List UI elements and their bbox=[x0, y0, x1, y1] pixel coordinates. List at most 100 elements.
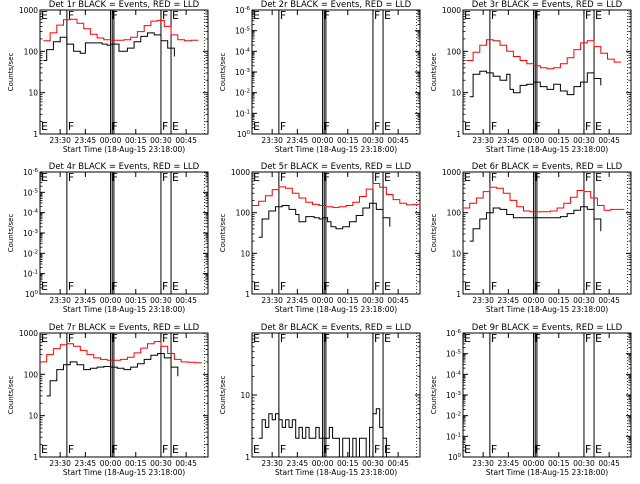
det9-xlabel: Start Time (18-Aug-15 23:18:00) bbox=[486, 468, 608, 477]
det3-marker-label-top: E bbox=[464, 9, 471, 22]
det1-marker-label-bottom: F bbox=[68, 120, 74, 133]
det6-xtick-label: 23:45 bbox=[498, 296, 520, 305]
det5-xtick-label: 00:45 bbox=[387, 296, 409, 305]
det9-ytick-label: 100 bbox=[448, 453, 462, 462]
det3-ytick-label: 1000 bbox=[442, 6, 461, 15]
det1-xtick-label: 23:45 bbox=[75, 136, 97, 145]
det2-marker-label-top: F bbox=[280, 9, 286, 22]
det6-frame bbox=[462, 171, 632, 295]
det1-frame bbox=[39, 9, 209, 135]
det2-marker-label-top: F bbox=[374, 9, 380, 22]
det5-series-events bbox=[258, 202, 391, 238]
det2-ytick-label: 10-6 bbox=[235, 6, 251, 15]
det5-marker-label-bottom: F bbox=[374, 280, 380, 293]
det8-marker-label-bottom: F bbox=[374, 443, 380, 456]
det5-ytick-label: 10 bbox=[240, 249, 250, 258]
det1-marker-label-bottom: F bbox=[162, 120, 168, 133]
det2-marker-label-bottom: F bbox=[374, 120, 380, 133]
det5-ylabel: Counts/sec bbox=[219, 214, 227, 253]
det8-marker-label-bottom: F bbox=[280, 443, 286, 456]
det3-marker-label-top: F bbox=[535, 9, 541, 22]
det5-ytick-label: 1 bbox=[245, 290, 250, 299]
det8-ytick-label: 1 bbox=[245, 453, 250, 462]
det8-xtick-label: 00:45 bbox=[387, 459, 409, 468]
det2-ytick-label: 10-2 bbox=[235, 89, 250, 98]
det1-xtick-label: 00:45 bbox=[175, 136, 197, 145]
det4-ytick-label: 10-2 bbox=[23, 249, 38, 258]
det1-xlabel: Start Time (18-Aug-15 23:18:00) bbox=[63, 145, 185, 154]
det4-xlabel: Start Time (18-Aug-15 23:18:00) bbox=[63, 305, 185, 314]
det8-xtick-label: 23:45 bbox=[287, 459, 309, 468]
det4-ytick-label: 10-3 bbox=[23, 229, 39, 238]
det8-ytick-label: 10 bbox=[240, 391, 250, 400]
det3-ytick-label: 10 bbox=[451, 89, 461, 98]
det8-marker-label-top: F bbox=[324, 332, 330, 345]
det5-marker-label-bottom: F bbox=[324, 280, 330, 293]
det4-title: Det 4r BLACK = Events, RED = LLD bbox=[49, 162, 200, 172]
det4-marker-label-top: E bbox=[172, 171, 179, 184]
det5-xtick-label: 23:45 bbox=[287, 296, 309, 305]
det9-marker-label-top: E bbox=[595, 332, 602, 345]
det3-xtick-label: 00:00 bbox=[523, 136, 545, 145]
det8-marker-label-bottom: E bbox=[253, 443, 260, 456]
det1-series-lld bbox=[43, 18, 199, 42]
det2-ytick-label: 10-1 bbox=[235, 109, 250, 118]
det9-marker-label-bottom: F bbox=[491, 443, 497, 456]
det9-marker-label-top: F bbox=[491, 332, 497, 345]
det6-title: Det 6r BLACK = Events, RED = LLD bbox=[472, 162, 623, 172]
det7-marker-label-top: F bbox=[162, 332, 168, 345]
det7-marker-label-top: E bbox=[172, 332, 179, 345]
det6-xtick-label: 00:45 bbox=[598, 296, 620, 305]
det7-marker-label-top: F bbox=[68, 332, 74, 345]
det9-xtick-label: 23:30 bbox=[472, 459, 494, 468]
det6-xlabel: Start Time (18-Aug-15 23:18:00) bbox=[486, 305, 608, 314]
det4-marker-label-top: F bbox=[68, 171, 74, 184]
det9-ytick-label: 10-2 bbox=[446, 412, 461, 421]
det2-marker-label-bottom: F bbox=[280, 120, 286, 133]
det6-ytick-label: 1 bbox=[456, 290, 461, 299]
det4-ytick-label: 10-1 bbox=[23, 270, 38, 279]
det1-marker-label-top: E bbox=[41, 9, 48, 22]
det1-marker-label-top: F bbox=[68, 9, 74, 22]
det9-marker-label-top: F bbox=[585, 332, 591, 345]
det3-xlabel: Start Time (18-Aug-15 23:18:00) bbox=[486, 145, 608, 154]
det9-ytick-label: 10-3 bbox=[446, 391, 462, 400]
det4-frame bbox=[39, 171, 209, 295]
det7-marker-label-bottom: F bbox=[112, 443, 118, 456]
det2-marker-label-bottom: E bbox=[253, 120, 260, 133]
det9-ytick-label: 10-5 bbox=[446, 350, 462, 359]
det5-marker-label-top: F bbox=[324, 171, 330, 184]
det7-marker-label-top: F bbox=[112, 332, 118, 345]
det1-marker-label-bottom: E bbox=[172, 120, 179, 133]
det1-marker-label-top: E bbox=[172, 9, 179, 22]
det5-series-lld bbox=[252, 183, 421, 208]
det3-title: Det 3r BLACK = Events, RED = LLD bbox=[472, 0, 623, 10]
det1-marker-label-bottom: F bbox=[112, 120, 118, 133]
det3-marker-label-top: F bbox=[585, 9, 591, 22]
det6-series-lld bbox=[463, 186, 625, 213]
det9-xtick-label: 00:30 bbox=[573, 459, 595, 468]
det1-xtick-label: 23:30 bbox=[49, 136, 71, 145]
det3-xtick-label: 23:30 bbox=[472, 136, 494, 145]
det8-series-events bbox=[258, 408, 387, 458]
det4-ytick-label: 100 bbox=[25, 290, 39, 299]
det8-marker-label-top: E bbox=[253, 332, 260, 345]
det3-ylabel: Counts/sec bbox=[430, 53, 438, 92]
det4-xtick-label: 00:00 bbox=[100, 296, 122, 305]
det2-xtick-label: 23:30 bbox=[261, 136, 283, 145]
det7-series-events bbox=[46, 353, 179, 397]
det9-xtick-label: 00:15 bbox=[548, 459, 570, 468]
det9-ytick-label: 10-1 bbox=[446, 432, 461, 441]
det1-ytick-label: 10 bbox=[28, 89, 38, 98]
det4-marker-label-top: F bbox=[162, 171, 168, 184]
det7-ytick-label: 10 bbox=[28, 412, 38, 421]
det2-xtick-label: 00:15 bbox=[337, 136, 359, 145]
det4-ylabel: Counts/sec bbox=[7, 214, 15, 253]
det2-xtick-label: 00:30 bbox=[362, 136, 384, 145]
det4-xtick-label: 00:45 bbox=[175, 296, 197, 305]
det4-marker-label-bottom: E bbox=[172, 280, 179, 293]
det5-marker-label-top: F bbox=[280, 171, 286, 184]
det1-marker-label-bottom: E bbox=[41, 120, 48, 133]
